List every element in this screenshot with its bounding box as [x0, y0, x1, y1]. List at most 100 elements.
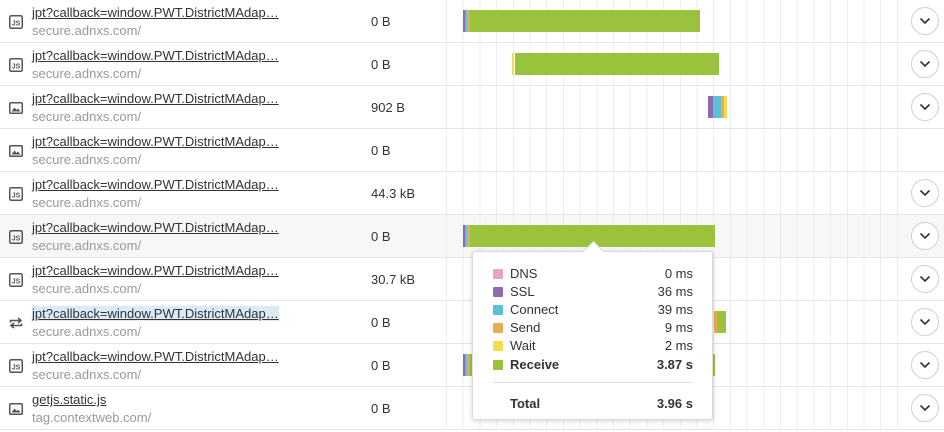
- request-size: 0 B: [371, 401, 391, 416]
- tooltip-label: Receive: [510, 357, 560, 372]
- expand-row-button[interactable]: [911, 265, 939, 293]
- timing-segment: [714, 311, 717, 333]
- js-icon: JS: [8, 58, 24, 72]
- request-host: secure.adnxs.com/: [32, 195, 142, 210]
- expand-row-button[interactable]: [911, 394, 939, 422]
- expand-row-button[interactable]: [911, 351, 939, 379]
- request-name-link[interactable]: jpt?callback=window.PWT.DistrictMAdap…: [32, 91, 279, 106]
- total-label: Total: [510, 396, 541, 411]
- timing-segment: [465, 10, 467, 32]
- request-row[interactable]: JS jpt?callback=window.PWT.DistrictMAdap……: [0, 43, 944, 86]
- timing-segment: [512, 53, 514, 75]
- waterfall-timeline: [446, 172, 904, 214]
- timing-segment: [515, 53, 719, 75]
- expand-row-button[interactable]: [911, 222, 939, 250]
- tooltip-row-total: Total 3.96 s: [493, 395, 693, 413]
- request-size: 44.3 kB: [371, 186, 416, 201]
- tooltip-value: 9 ms: [664, 320, 693, 335]
- timing-segment: [467, 225, 470, 247]
- tooltip-label: Send: [510, 320, 541, 335]
- timing-segment: [463, 10, 465, 32]
- chevron-down-icon: [919, 361, 931, 369]
- request-size: 0 B: [371, 57, 391, 72]
- waterfall-timeline: [446, 215, 904, 257]
- request-name-link[interactable]: jpt?callback=window.PWT.DistrictMAdap…: [32, 48, 279, 63]
- timing-segment: [465, 354, 467, 376]
- connect-swatch: [493, 305, 503, 315]
- chevron-down-icon: [919, 318, 931, 326]
- request-name-link[interactable]: jpt?callback=window.PWT.DistrictMAdap…: [32, 5, 279, 20]
- tooltip-row-connect: Connect 39 ms: [493, 301, 693, 319]
- total-value: 3.96 s: [656, 396, 693, 411]
- timing-segment: [713, 96, 721, 118]
- image-icon: [8, 101, 24, 115]
- chevron-down-icon: [919, 60, 931, 68]
- request-size: 902 B: [371, 100, 405, 115]
- request-name-link[interactable]: getjs.static.js: [32, 392, 107, 407]
- svg-text:JS: JS: [12, 21, 21, 28]
- request-host: secure.adnxs.com/: [32, 238, 142, 253]
- request-host: tag.contextweb.com/: [32, 410, 152, 425]
- request-row[interactable]: JS jpt?callback=window.PWT.DistrictMAdap……: [0, 215, 944, 258]
- request-row[interactable]: jpt?callback=window.PWT.DistrictMAdap… se…: [0, 86, 944, 129]
- request-row[interactable]: JS jpt?callback=window.PWT.DistrictMAdap……: [0, 172, 944, 215]
- tooltip-row-dns: DNS 0 ms: [493, 265, 693, 283]
- request-row[interactable]: jpt?callback=window.PWT.DistrictMAdap… se…: [0, 129, 944, 172]
- image-icon: [8, 144, 24, 158]
- timing-segment: [724, 96, 727, 118]
- svg-text:JS: JS: [12, 365, 21, 372]
- chevron-down-icon: [919, 17, 931, 25]
- expand-row-button[interactable]: [911, 7, 939, 35]
- chevron-down-icon: [919, 189, 931, 197]
- expand-row-button[interactable]: [911, 93, 939, 121]
- timing-segment: [721, 96, 724, 118]
- request-name-link[interactable]: jpt?callback=window.PWT.DistrictMAdap…: [32, 134, 279, 149]
- request-size: 0 B: [371, 14, 391, 29]
- svg-text:JS: JS: [12, 279, 21, 286]
- tooltip-row-send: Send 9 ms: [493, 319, 693, 337]
- tooltip-row-ssl: SSL 36 ms: [493, 283, 693, 301]
- tooltip-value: 3.87 s: [656, 357, 693, 372]
- dns-swatch: [493, 269, 503, 279]
- tooltip-value: 2 ms: [664, 338, 693, 353]
- expand-row-button[interactable]: [911, 308, 939, 336]
- request-name-link[interactable]: jpt?callback=window.PWT.DistrictMAdap…: [32, 220, 279, 235]
- tooltip-value: 36 ms: [657, 284, 693, 299]
- request-host: secure.adnxs.com/: [32, 324, 142, 339]
- waterfall-timeline: [446, 129, 904, 171]
- waterfall-timeline: [446, 43, 904, 85]
- request-name-link[interactable]: jpt?callback=window.PWT.DistrictMAdap…: [32, 349, 279, 364]
- request-host: secure.adnxs.com/: [32, 109, 142, 124]
- timing-segment: [463, 225, 465, 247]
- redirect-icon: [8, 316, 24, 330]
- svg-text:JS: JS: [12, 236, 21, 243]
- request-name-link[interactable]: jpt?callback=window.PWT.DistrictMAdap…: [32, 306, 279, 321]
- expand-row-button[interactable]: [911, 50, 939, 78]
- timing-tooltip: DNS 0 ms SSL 36 ms Connect 39 ms Send 9 …: [472, 240, 713, 420]
- timing-segment: [708, 96, 713, 118]
- timing-segment: [463, 354, 465, 376]
- request-size: 0 B: [371, 229, 391, 244]
- timing-segment: [470, 225, 715, 247]
- request-name-link[interactable]: jpt?callback=window.PWT.DistrictMAdap…: [32, 177, 279, 192]
- request-host: secure.adnxs.com/: [32, 23, 142, 38]
- tooltip-label: Wait: [510, 338, 536, 353]
- tooltip-value: 0 ms: [664, 266, 693, 281]
- request-row[interactable]: JS jpt?callback=window.PWT.DistrictMAdap……: [0, 0, 944, 43]
- js-icon: JS: [8, 15, 24, 29]
- request-host: secure.adnxs.com/: [32, 152, 142, 167]
- request-size: 0 B: [371, 315, 391, 330]
- expand-row-button[interactable]: [911, 179, 939, 207]
- tooltip-row-wait: Wait 2 ms: [493, 337, 693, 355]
- waterfall-timeline: [446, 0, 904, 42]
- chevron-down-icon: [919, 275, 931, 283]
- svg-text:JS: JS: [12, 64, 21, 71]
- request-name-link[interactable]: jpt?callback=window.PWT.DistrictMAdap…: [32, 263, 279, 278]
- waterfall-timeline: [446, 86, 904, 128]
- js-icon: JS: [8, 359, 24, 373]
- request-host: secure.adnxs.com/: [32, 281, 142, 296]
- timing-segment: [717, 311, 726, 333]
- js-icon: JS: [8, 187, 24, 201]
- svg-text:JS: JS: [12, 193, 21, 200]
- tooltip-label: Connect: [510, 302, 559, 317]
